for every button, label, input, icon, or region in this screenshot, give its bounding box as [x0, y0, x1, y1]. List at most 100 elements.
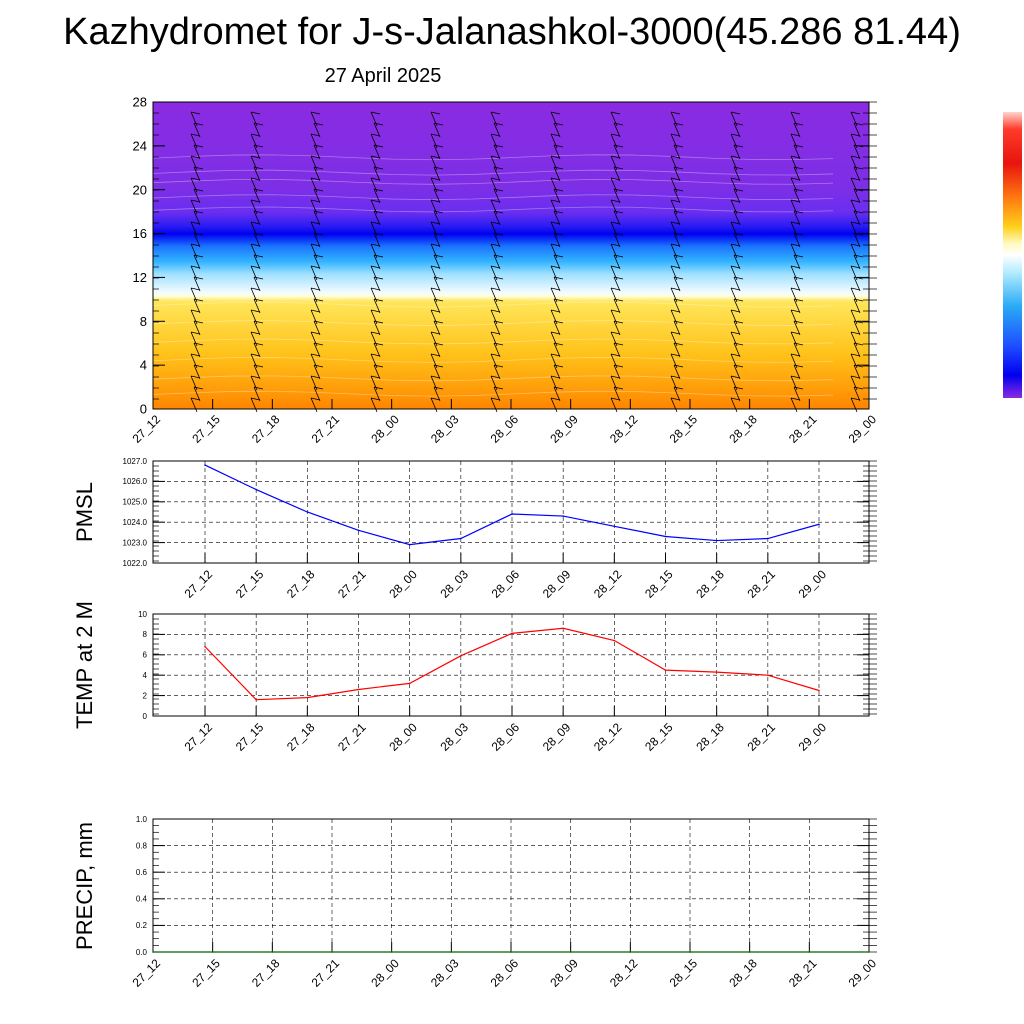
wind-barb: [553, 320, 564, 336]
wind-barb: [433, 166, 444, 182]
wind-barb: [433, 210, 444, 226]
x-tick-label: 27_18: [284, 567, 318, 601]
data-point: [204, 464, 206, 466]
y-tick-label: 8: [140, 314, 147, 329]
wind-barb: [733, 276, 744, 292]
x-tick-label: 28_09: [547, 956, 581, 990]
x-tick-label: 29_00: [796, 720, 830, 754]
data-point: [271, 951, 274, 953]
wind-barb: [673, 188, 684, 204]
data-point: [510, 951, 512, 953]
x-tick-label: 29_00: [846, 956, 880, 990]
data-point: [357, 688, 360, 691]
wind-barb: [433, 320, 444, 336]
wind-barb: [733, 210, 744, 226]
wind-barb: [313, 276, 324, 292]
wind-barb: [313, 232, 324, 248]
wind-barb: [733, 166, 744, 182]
wind-barb: [193, 210, 204, 226]
contour-line: [152, 390, 834, 397]
y-tick-label: 1025.0: [123, 498, 148, 507]
wind-barb: [313, 122, 324, 138]
heatmap-field: [153, 102, 869, 409]
x-tick-label: 28_03: [428, 956, 462, 990]
x-tick-label: 28_15: [667, 412, 701, 446]
wind-barb: [373, 254, 384, 270]
wind-barb: [313, 386, 324, 402]
x-tick-label: 28_12: [591, 720, 625, 754]
x-tick-label: 28_21: [786, 956, 820, 990]
wind-barb: [853, 254, 864, 270]
wind-barb: [370, 397, 381, 413]
plot-frame: [152, 460, 870, 564]
x-tick-label: 28_03: [437, 567, 471, 601]
x-tick-label: 27_12: [130, 956, 164, 990]
x-tick-label: 28_12: [607, 956, 641, 990]
wind-barb: [253, 188, 264, 204]
pmsl-chart: 1022.0 1023.0 1024.0 1025.0 1026.0 1027.0 PMSL…: [72, 457, 877, 601]
wind-barb: [793, 298, 804, 314]
wind-barb: [673, 254, 684, 270]
data-point: [767, 674, 769, 676]
wind-barb: [553, 232, 564, 248]
y-tick-label: 24: [133, 138, 147, 153]
wind-barb: [853, 276, 864, 292]
wind-barb: [253, 298, 264, 314]
wind-barb: [853, 122, 864, 138]
wind-barb: [433, 364, 444, 380]
wind-barb: [193, 188, 204, 204]
y-axis-label: PRECIP, mm: [72, 822, 97, 950]
contour-line: [152, 357, 834, 363]
wind-barb: [310, 397, 321, 413]
wind-barb: [313, 298, 324, 314]
wind-barb: [433, 298, 444, 314]
x-tick-label: 28_21: [744, 720, 778, 754]
data-point: [460, 655, 462, 657]
wind-barb: [193, 298, 204, 314]
data-point: [613, 525, 616, 528]
wind-barb: [193, 232, 204, 248]
y-tick-label: 1026.0: [123, 477, 148, 486]
y-tick-label: 28: [133, 95, 147, 110]
wind-barb: [193, 166, 204, 182]
x-tick-label: 27_15: [233, 567, 267, 601]
data-point: [306, 511, 309, 513]
y-tick-label: 0.4: [136, 895, 148, 904]
y-tick-label: 4: [143, 671, 148, 680]
wind-barb: [673, 166, 684, 182]
wind-barb: [313, 254, 324, 270]
wind-barb: [313, 364, 324, 380]
wind-barb: [793, 342, 804, 358]
data-point: [715, 539, 718, 542]
wind-barb: [793, 166, 804, 182]
wind-barb: [613, 386, 624, 402]
x-tick-label: 28_18: [693, 567, 727, 601]
y-axis-label: PMSL: [72, 482, 97, 542]
data-point: [331, 951, 333, 953]
wind-barb: [373, 364, 384, 380]
wind-barb: [493, 188, 504, 204]
data-point: [818, 689, 820, 692]
wind-barb: [253, 320, 264, 336]
wind-barb: [613, 298, 624, 314]
data-point: [748, 951, 751, 953]
x-tick-label: 29_00: [846, 412, 880, 446]
wind-barb: [493, 276, 504, 292]
wind-barb: [613, 254, 624, 270]
wind-barb: [613, 210, 624, 226]
wind-barb: [553, 122, 564, 138]
wind-barb: [673, 386, 684, 402]
y-tick-label: 0: [143, 712, 148, 721]
wind-barb: [613, 144, 624, 160]
wind-barb: [433, 144, 444, 160]
x-tick-label: 27_21: [309, 412, 343, 446]
x-tick-label: 28_15: [642, 720, 676, 754]
wind-barb: [613, 342, 624, 358]
wind-barb: [253, 232, 264, 248]
data-point: [511, 513, 513, 515]
wind-barb: [253, 386, 264, 402]
wind-barb: [193, 386, 204, 402]
data-point: [664, 535, 667, 538]
contour-line: [152, 194, 834, 201]
wind-barb: [373, 210, 384, 226]
